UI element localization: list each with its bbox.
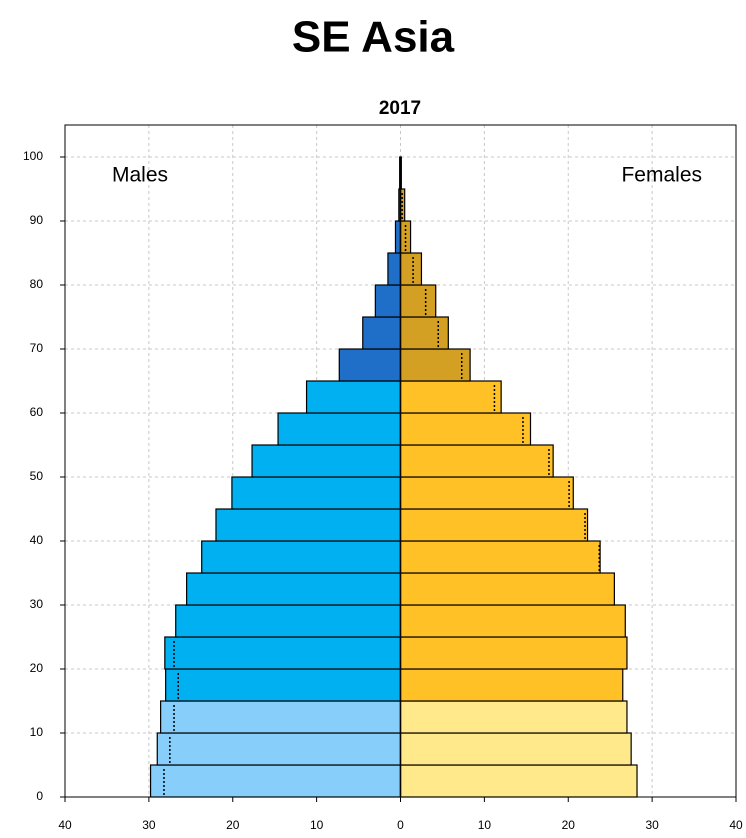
- bar: [399, 444, 554, 478]
- bar: [251, 444, 402, 478]
- bar: [362, 316, 402, 350]
- y-tick-label: 50: [30, 469, 44, 483]
- bar: [399, 668, 624, 702]
- bar: [399, 252, 423, 286]
- y-tick-label: 40: [30, 533, 44, 547]
- plot-frame: [64, 124, 737, 798]
- bar: [399, 572, 615, 606]
- x-tick-label: 30: [142, 818, 156, 832]
- bar: [399, 316, 449, 350]
- bar: [215, 508, 402, 542]
- bar: [165, 668, 402, 702]
- y-tick-label: 0: [36, 789, 43, 803]
- bar: [399, 412, 532, 446]
- y-tick-label: 10: [30, 725, 44, 739]
- bar: [160, 700, 402, 734]
- x-tick-label: 40: [729, 818, 743, 832]
- bar: [149, 764, 402, 798]
- bar: [399, 380, 502, 414]
- y-tick-label: 90: [30, 213, 44, 227]
- annotation: Females: [621, 164, 702, 187]
- bar: [399, 476, 574, 510]
- bar: [175, 604, 402, 638]
- bar: [399, 700, 628, 734]
- x-tick-label: 10: [310, 818, 324, 832]
- bar: [399, 764, 638, 798]
- x-tick-label: 30: [645, 818, 659, 832]
- y-tick-label: 30: [30, 597, 44, 611]
- x-tick-label: 10: [478, 818, 492, 832]
- bar: [164, 636, 402, 670]
- bar: [399, 636, 628, 670]
- y-tick-label: 20: [30, 661, 44, 675]
- bar: [399, 348, 471, 382]
- y-tick-label: 80: [30, 277, 44, 291]
- bar: [277, 412, 402, 446]
- bar: [394, 220, 402, 254]
- bar: [399, 284, 437, 318]
- x-tick-label: 40: [58, 818, 72, 832]
- bar: [201, 540, 402, 574]
- y-tick-label: 70: [30, 341, 44, 355]
- x-tick-label: 0: [397, 818, 404, 832]
- x-tick-label: 20: [226, 818, 240, 832]
- bar: [387, 252, 402, 286]
- bar: [399, 604, 626, 638]
- bar: [338, 348, 402, 382]
- bar: [399, 732, 632, 766]
- bar: [374, 284, 402, 318]
- bar: [231, 476, 402, 510]
- annotation: Males: [112, 164, 168, 187]
- chart-title: 2017: [379, 98, 421, 119]
- bar: [399, 540, 601, 574]
- bar: [305, 380, 402, 414]
- y-tick-label: 100: [23, 149, 43, 163]
- bar: [399, 508, 589, 542]
- x-tick-label: 20: [562, 818, 576, 832]
- page-title: SE Asia: [292, 13, 455, 62]
- y-tick-label: 60: [30, 405, 44, 419]
- bar: [156, 732, 402, 766]
- bar: [186, 572, 402, 606]
